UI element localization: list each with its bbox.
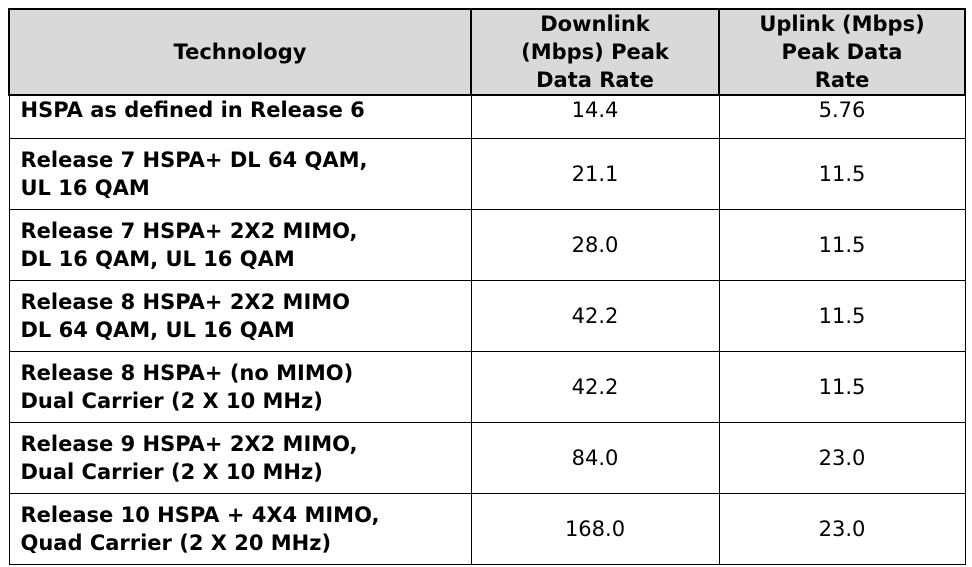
downlink-cell: 21.1: [470, 137, 720, 210]
uplink-cell: 5.76: [718, 94, 966, 139]
technology-cell: Release 7 HSPA+ DL 64 QAM, UL 16 QAM: [8, 137, 472, 210]
uplink-cell: 11.5: [718, 137, 966, 210]
technology-cell: Release 9 HSPA+ 2X2 MIMO, Dual Carrier (…: [8, 421, 472, 494]
header-uplink-line: Peak Data: [781, 40, 903, 64]
hspa-data-rate-table: Technology Downlink (Mbps) Peak Data Rat…: [8, 8, 966, 565]
table-row: Release 7 HSPA+ DL 64 QAM, UL 16 QAM 21.…: [8, 137, 966, 210]
technology-cell: Release 10 HSPA + 4X4 MIMO, Quad Carrier…: [8, 492, 472, 565]
table-row: Release 8 HSPA+ (no MIMO) Dual Carrier (…: [8, 350, 966, 423]
header-uplink-line: Uplink (Mbps): [759, 12, 925, 36]
header-downlink-line: Downlink: [540, 12, 650, 36]
downlink-cell: 84.0: [470, 421, 720, 494]
technology-cell: Release 8 HSPA+ 2X2 MIMO DL 64 QAM, UL 1…: [8, 279, 472, 352]
technology-cell: HSPA as defined in Release 6: [8, 94, 472, 139]
technology-line: Release 9 HSPA+ 2X2 MIMO,: [20, 431, 358, 456]
technology-line: Quad Carrier (2 X 20 MHz): [20, 530, 332, 555]
technology-line: DL 16 QAM, UL 16 QAM: [20, 246, 295, 271]
uplink-cell: 23.0: [718, 492, 966, 565]
uplink-cell: 11.5: [718, 350, 966, 423]
downlink-cell: 28.0: [470, 208, 720, 281]
technology-line: Release 8 HSPA+ 2X2 MIMO: [20, 289, 351, 314]
table-row: Release 8 HSPA+ 2X2 MIMO DL 64 QAM, UL 1…: [8, 279, 966, 352]
technology-line: Release 10 HSPA + 4X4 MIMO,: [20, 502, 380, 527]
technology-cell: Release 7 HSPA+ 2X2 MIMO, DL 16 QAM, UL …: [8, 208, 472, 281]
downlink-cell: 42.2: [470, 279, 720, 352]
header-row: Technology Downlink (Mbps) Peak Data Rat…: [8, 8, 966, 96]
table-row: Release 9 HSPA+ 2X2 MIMO, Dual Carrier (…: [8, 421, 966, 494]
technology-line: DL 64 QAM, UL 16 QAM: [20, 317, 295, 342]
table-row: Release 10 HSPA + 4X4 MIMO, Quad Carrier…: [8, 492, 966, 565]
table-body: HSPA as defined in Release 6 14.4 5.76 R…: [8, 94, 966, 565]
header-downlink-line: Data Rate: [536, 68, 654, 92]
uplink-cell: 23.0: [718, 421, 966, 494]
technology-cell: Release 8 HSPA+ (no MIMO) Dual Carrier (…: [8, 350, 472, 423]
uplink-cell: 11.5: [718, 279, 966, 352]
data-rate-table-frame: Technology Downlink (Mbps) Peak Data Rat…: [8, 8, 966, 565]
technology-line: Release 7 HSPA+ DL 64 QAM,: [20, 147, 368, 172]
uplink-cell: 11.5: [718, 208, 966, 281]
downlink-cell: 14.4: [470, 94, 720, 139]
downlink-cell: 42.2: [470, 350, 720, 423]
technology-line: UL 16 QAM: [20, 175, 150, 200]
downlink-cell: 168.0: [470, 492, 720, 565]
technology-line: Release 7 HSPA+ 2X2 MIMO,: [20, 218, 358, 243]
header-technology: Technology: [8, 8, 472, 96]
table-row: HSPA as defined in Release 6 14.4 5.76: [8, 94, 966, 139]
table-row: Release 7 HSPA+ 2X2 MIMO, DL 16 QAM, UL …: [8, 208, 966, 281]
technology-line: Release 8 HSPA+ (no MIMO): [20, 360, 354, 385]
technology-line: HSPA as defined in Release 6: [20, 98, 365, 122]
header-downlink: Downlink (Mbps) Peak Data Rate: [470, 8, 720, 96]
table-header: Technology Downlink (Mbps) Peak Data Rat…: [8, 8, 966, 96]
header-uplink: Uplink (Mbps) Peak Data Rate: [718, 8, 966, 96]
header-technology-line: Technology: [173, 40, 307, 64]
header-downlink-line: (Mbps) Peak: [521, 40, 669, 64]
technology-line: Dual Carrier (2 X 10 MHz): [20, 459, 323, 484]
header-uplink-line: Rate: [814, 68, 870, 92]
technology-line: Dual Carrier (2 X 10 MHz): [20, 388, 323, 413]
